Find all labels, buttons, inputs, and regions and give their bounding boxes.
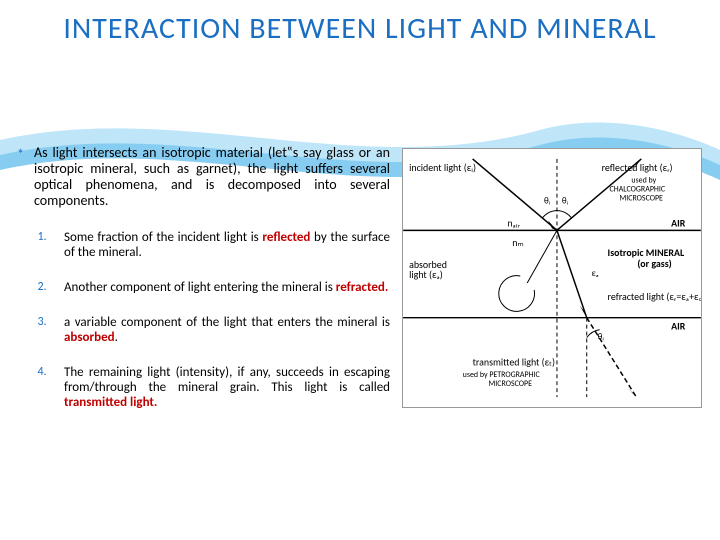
intro-text: As light intersects an isotropic materia… xyxy=(34,145,390,209)
label-refracted: refracted light (εᵣ=εₐ+ε꜀) xyxy=(608,291,702,303)
label-used-chalco: used by CHALCOGRAPHIC MICROSCOPE xyxy=(610,176,667,204)
item-text: a variable component of the light that e… xyxy=(64,316,390,346)
label-nair: nₐᵢᵣ xyxy=(507,217,520,229)
phenomena-list: 1. Some fraction of the incident light i… xyxy=(20,231,390,411)
label-theta-r: θᵢ xyxy=(562,196,569,207)
list-item: 1. Some fraction of the incident light i… xyxy=(20,231,390,261)
label-air-l: AIR xyxy=(671,321,686,333)
list-item: 3. a variable component of the light tha… xyxy=(20,316,390,346)
optics-diagram: incident light (εᵢ) reflected light (εᵣ)… xyxy=(402,148,702,408)
item-text: The remaining light (intensity), if any,… xyxy=(64,366,390,411)
bullet-star-icon: * xyxy=(17,146,24,163)
label-used-petro: used by PETROGRAPHIC MICROSCOPE xyxy=(463,370,542,389)
label-nm: nₘ xyxy=(512,237,523,249)
list-item: 4. The remaining light (intensity), if a… xyxy=(20,366,390,411)
label-air-u: AIR xyxy=(671,217,686,229)
item-number: 2. xyxy=(20,281,64,295)
item-text: Another component of light entering the … xyxy=(64,281,390,296)
label-theta-i: θᵢ xyxy=(544,196,551,207)
item-number: 4. xyxy=(20,366,64,380)
label-absorbed: absorbed light (εₐ) xyxy=(409,259,449,281)
list-item: 2. Another component of light entering t… xyxy=(20,281,390,296)
label-reflected: reflected light (εᵣ) xyxy=(602,162,673,174)
label-isotropic: Isotropic MINERAL (or gass) xyxy=(608,247,687,270)
label-theta-t: θᵢ xyxy=(598,332,605,343)
label-eps-o: εₐ xyxy=(592,268,599,279)
label-transmitted: transmitted light (εₜ) xyxy=(473,356,555,368)
content-area: * As light intersects an isotropic mater… xyxy=(20,145,390,431)
label-incident: incident light (εᵢ) xyxy=(409,162,476,174)
item-number: 3. xyxy=(20,316,64,330)
item-number: 1. xyxy=(20,231,64,245)
item-text: Some fraction of the incident light is r… xyxy=(64,231,390,261)
page-title: INTERACTION BETWEEN LIGHT AND MINERAL xyxy=(0,12,720,47)
